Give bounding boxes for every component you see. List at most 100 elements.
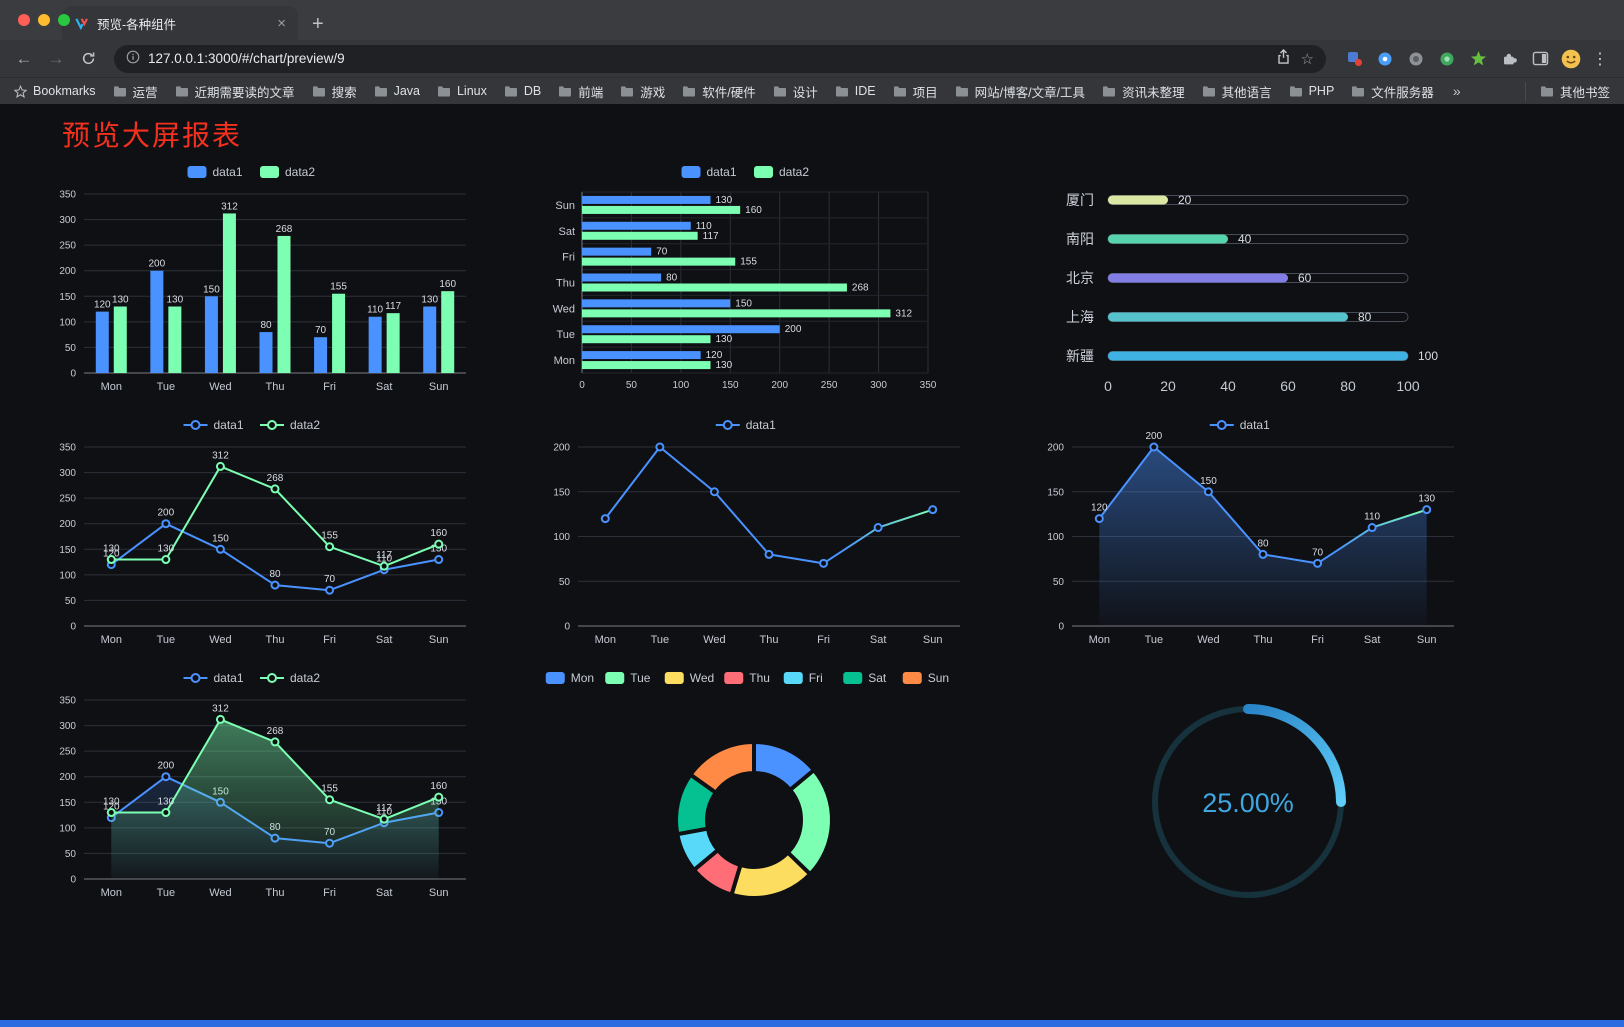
svg-text:Sun: Sun xyxy=(429,381,449,393)
profile-avatar[interactable] xyxy=(1561,49,1581,69)
pie-slice[interactable] xyxy=(688,740,756,795)
svg-text:100: 100 xyxy=(673,380,690,391)
legend-item[interactable]: Sun xyxy=(902,671,949,685)
bookmark-item[interactable]: 其他语言 xyxy=(1202,82,1272,101)
bookmark-label: 运营 xyxy=(132,85,158,100)
svg-text:0: 0 xyxy=(564,622,570,633)
legend-item[interactable]: data1 xyxy=(183,671,244,685)
bookmark-item[interactable]: IDE xyxy=(835,84,876,98)
bookmark-item[interactable]: 近期需要读的文章 xyxy=(175,82,295,101)
green-circle-extension-icon[interactable] xyxy=(1437,49,1457,69)
grid-extension-icon[interactable] xyxy=(1344,49,1364,69)
browser-toolbar: ← → 127.0.0.1:3000/#/chart/preview/9 ☆ xyxy=(0,40,1624,77)
browser-tab[interactable]: 预览-各种组件 × xyxy=(62,6,298,40)
legend-item[interactable]: Mon xyxy=(545,671,594,685)
forward-button[interactable]: → xyxy=(47,48,65,68)
svg-text:Mon: Mon xyxy=(595,634,616,646)
new-tab-button[interactable]: + xyxy=(312,13,324,35)
svg-text:200: 200 xyxy=(1047,443,1064,454)
legend-item[interactable]: data2 xyxy=(260,165,315,179)
bookmark-item[interactable]: 运营 xyxy=(113,82,158,101)
svg-text:Wed: Wed xyxy=(209,887,231,899)
bookmark-item[interactable]: 前端 xyxy=(558,82,603,101)
menu-kebab-icon[interactable]: ⋮ xyxy=(1592,50,1608,68)
legend-item[interactable]: Fri xyxy=(783,671,823,685)
legend-item[interactable]: Thu xyxy=(724,671,770,685)
close-window-button[interactable] xyxy=(18,14,30,26)
svg-text:155: 155 xyxy=(330,282,347,293)
bookmark-item[interactable]: Bookmarks xyxy=(14,84,96,98)
tab-close-icon[interactable]: × xyxy=(277,14,286,32)
svg-text:100: 100 xyxy=(59,570,76,581)
reload-button[interactable] xyxy=(74,45,102,73)
folder-icon xyxy=(504,85,518,97)
svg-text:150: 150 xyxy=(722,380,739,391)
bookmark-item[interactable]: 软件/硬件 xyxy=(682,82,756,101)
share-icon[interactable] xyxy=(1276,48,1291,68)
svg-text:60: 60 xyxy=(1280,378,1296,394)
chart-cell-7: data1 data2 0 50 100 150 200 250 300 350 Mon Tue Wed… xyxy=(40,664,510,932)
zoom-window-button[interactable] xyxy=(58,14,70,26)
charts-grid: data1 data2 0 50 100 150 200 250 300 350 Mon Tue Wed… xyxy=(0,158,1624,932)
green-star-extension-icon[interactable] xyxy=(1468,49,1488,69)
other-bookmarks-folder[interactable]: 其他书签 xyxy=(1524,81,1610,101)
address-bar[interactable]: 127.0.0.1:3000/#/chart/preview/9 ☆ xyxy=(114,44,1326,73)
chart-line-4[interactable]: data1 data2 0 50 100 150 200 250 300 350 Mon Tue Wed… xyxy=(40,411,480,656)
legend-item[interactable]: data2 xyxy=(260,671,320,685)
legend-item[interactable]: data1 xyxy=(1209,418,1270,432)
chart-line-5[interactable]: data1 0 50 100 150 200 Mon Tue Wed Thu Fri Sat Sun xyxy=(534,411,974,656)
legend-item[interactable]: data1 xyxy=(183,418,244,432)
svg-text:117: 117 xyxy=(385,301,401,312)
extensions-puzzle-icon[interactable] xyxy=(1499,49,1519,69)
bookmark-star-icon[interactable]: ☆ xyxy=(1300,50,1314,68)
chart-progress-3[interactable]: 厦门 20 南阳 40 北京 60 上海 80 新疆 100 0 20 40 60 80 100 xyxy=(1028,158,1468,403)
svg-text:300: 300 xyxy=(870,380,887,391)
svg-text:130: 130 xyxy=(430,797,447,808)
bookmark-item[interactable]: 设计 xyxy=(773,82,818,101)
svg-text:60: 60 xyxy=(1298,271,1312,285)
svg-text:Sat: Sat xyxy=(376,381,393,393)
svg-text:150: 150 xyxy=(59,292,76,303)
bookmark-item[interactable]: 资讯未整理 xyxy=(1102,82,1185,101)
chart-bar-1[interactable]: data1 data2 0 50 100 150 200 250 300 350 Mon Tue Wed… xyxy=(40,158,480,403)
chart-barh-2[interactable]: data1 data2 0 50 100 150 200 250 300 350 Mon Tue Wed… xyxy=(534,158,974,403)
legend-item[interactable]: data1 xyxy=(187,165,243,179)
bookmark-item[interactable]: 项目 xyxy=(893,82,938,101)
minimize-window-button[interactable] xyxy=(38,14,50,26)
legend-item[interactable]: Wed xyxy=(664,671,714,685)
sidebar-icon[interactable] xyxy=(1530,49,1550,69)
url-text[interactable]: 127.0.0.1:3000/#/chart/preview/9 xyxy=(148,51,345,66)
gray-circle-extension-icon[interactable] xyxy=(1406,49,1426,69)
bookmark-item[interactable]: 搜索 xyxy=(312,82,357,101)
svg-text:data2: data2 xyxy=(290,418,320,432)
bookmark-item[interactable]: Linux xyxy=(437,84,487,98)
chart-cell-5: data1 0 50 100 150 200 Mon Tue Wed Thu Fri Sat Sun xyxy=(534,411,1004,656)
chart-pie-8[interactable]: Mon Tue Wed Thu Fri Sat Sun xyxy=(534,664,974,932)
legend-item[interactable]: data1 xyxy=(715,418,776,432)
chart-line-7[interactable]: data1 data2 0 50 100 150 200 250 300 350 Mon Tue Wed… xyxy=(40,664,480,909)
legend-item[interactable]: data2 xyxy=(754,165,809,179)
bookmark-item[interactable]: DB xyxy=(504,84,541,98)
svg-text:40: 40 xyxy=(1238,232,1252,246)
legend-item[interactable]: data1 xyxy=(681,165,737,179)
legend-item[interactable]: Sat xyxy=(843,671,887,685)
bookmark-item[interactable]: 网站/博客/文章/工具 xyxy=(955,82,1085,101)
svg-text:南阳: 南阳 xyxy=(1066,231,1094,247)
bookmark-item[interactable]: 游戏 xyxy=(620,82,665,101)
folder-icon xyxy=(620,85,634,97)
site-info-icon[interactable] xyxy=(126,50,140,67)
chart-gauge-9[interactable]: 25.00% xyxy=(1028,664,1468,932)
svg-text:130: 130 xyxy=(112,295,129,306)
svg-text:0: 0 xyxy=(1058,622,1064,633)
svg-text:250: 250 xyxy=(59,747,76,758)
bookmarks-overflow-chevron[interactable]: » xyxy=(1452,83,1461,99)
back-button[interactable]: ← xyxy=(15,48,33,68)
chart-line-6[interactable]: data1 0 50 100 150 200 Mon Tue Wed Thu Fri Sat Sun 12… xyxy=(1028,411,1468,656)
svg-text:0: 0 xyxy=(579,380,585,391)
bookmark-item[interactable]: Java xyxy=(374,84,420,98)
legend-item[interactable]: Tue xyxy=(605,671,651,685)
bookmark-item[interactable]: 文件服务器 xyxy=(1351,82,1434,101)
bookmark-item[interactable]: PHP xyxy=(1289,84,1334,98)
blue-pin-extension-icon[interactable] xyxy=(1375,49,1395,69)
legend-item[interactable]: data2 xyxy=(260,418,320,432)
